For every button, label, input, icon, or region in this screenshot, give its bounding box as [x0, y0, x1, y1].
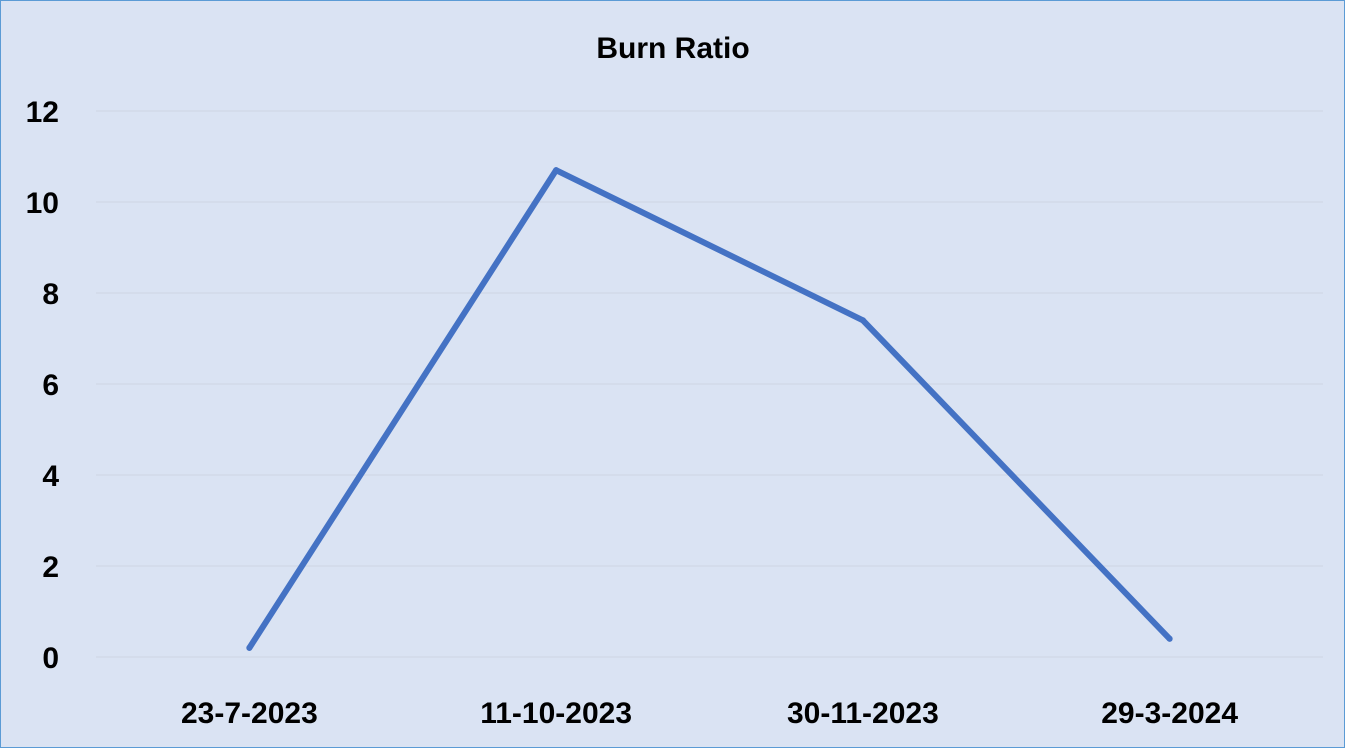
data-point — [553, 167, 560, 174]
gridlines — [96, 110, 1323, 658]
y-tick-label: 8 — [42, 278, 59, 311]
y-tick-label: 12 — [26, 96, 59, 129]
y-tick-label: 2 — [42, 551, 59, 584]
x-axis-ticks: 23-7-2023 11-10-2023 30-11-2023 29-3-2024 — [181, 697, 1238, 730]
y-tick-label: 6 — [42, 369, 59, 402]
data-point — [859, 317, 866, 324]
y-tick-label: 4 — [42, 460, 59, 493]
x-tick-label: 30-11-2023 — [787, 697, 939, 730]
data-point — [246, 644, 253, 651]
y-tick-label: 0 — [42, 642, 59, 675]
x-tick-label: 29-3-2024 — [1101, 697, 1238, 730]
y-axis-ticks: 0 2 4 6 8 10 12 — [26, 96, 60, 675]
y-tick-label: 10 — [26, 187, 59, 220]
x-tick-label: 23-7-2023 — [181, 697, 318, 730]
series-layer — [246, 167, 1173, 651]
data-point — [1166, 635, 1173, 642]
x-tick-label: 11-10-2023 — [480, 697, 632, 730]
series-line — [246, 167, 1173, 651]
chart-title: Burn Ratio — [596, 32, 749, 65]
